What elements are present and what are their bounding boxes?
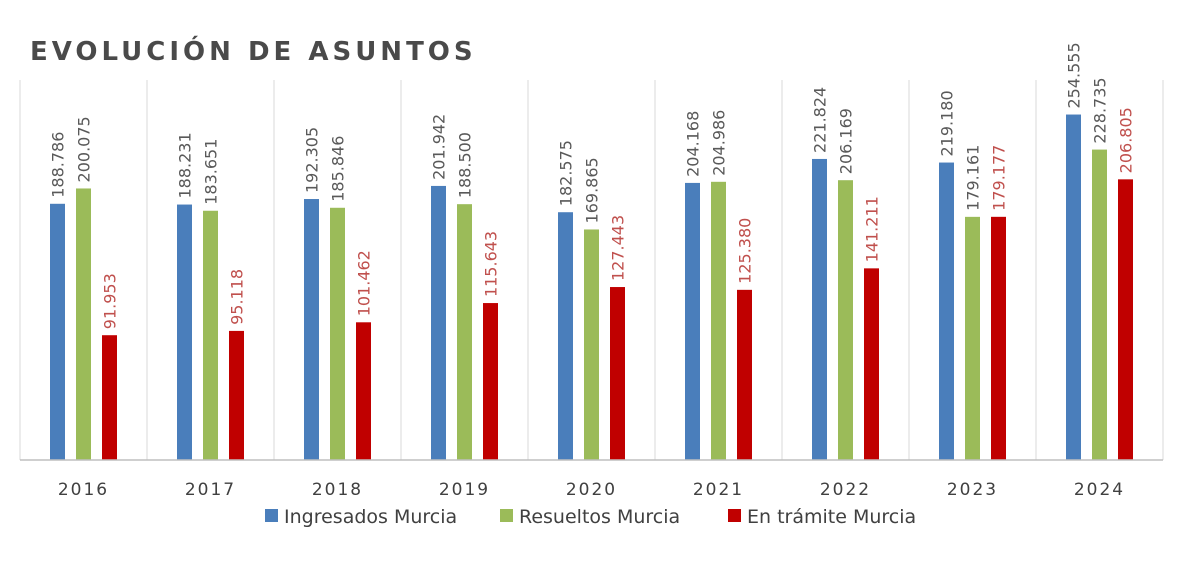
data-label: 206.805 (1117, 107, 1136, 173)
data-label: 221.824 (811, 87, 830, 153)
bar-ingresados-murcia-2024 (1066, 114, 1081, 460)
bar-ingresados-murcia-2022 (812, 158, 827, 461)
legend-swatch (728, 509, 741, 522)
legend-swatch (500, 509, 513, 522)
chart-title: EVOLUCIÓN DE ASUNTOS (30, 35, 477, 67)
data-label: 115.643 (482, 231, 501, 297)
data-label: 204.168 (684, 111, 703, 177)
data-label: 179.161 (964, 145, 983, 211)
data-label: 91.953 (101, 273, 120, 329)
bar-en-tramite-murcia-2017 (229, 330, 244, 460)
x-tick-label: 2016 (58, 480, 109, 500)
bar-ingresados-murcia-2016 (50, 203, 65, 460)
x-tick-label: 2022 (820, 480, 871, 500)
data-label: 188.786 (49, 132, 68, 198)
data-label: 169.865 (583, 157, 602, 223)
bar-en-tramite-murcia-2021 (737, 289, 752, 460)
data-label: 228.735 (1091, 77, 1110, 143)
data-label: 188.500 (456, 132, 475, 198)
data-label: 201.942 (430, 114, 449, 180)
bar-en-tramite-murcia-2018 (356, 322, 371, 460)
data-label: 254.555 (1065, 42, 1084, 108)
bar-resueltos-murcia-2021 (711, 181, 726, 460)
bar-ingresados-murcia-2021 (685, 182, 700, 460)
bar-ingresados-murcia-2019 (431, 185, 446, 460)
bar-resueltos-murcia-2023 (965, 216, 980, 460)
category-separators (19, 80, 1164, 460)
data-label: 200.075 (75, 116, 94, 182)
bar-resueltos-murcia-2017 (203, 210, 218, 460)
data-label: 125.380 (736, 218, 755, 284)
bar-en-tramite-murcia-2023 (991, 216, 1006, 460)
legend-swatch (265, 509, 278, 522)
data-labels: 188.786 200.075 91.953 188.231 183.651 95.118… (49, 42, 1136, 329)
x-tick-label: 2020 (566, 480, 617, 500)
bar-resueltos-murcia-2022 (838, 180, 853, 460)
data-label: 127.443 (609, 215, 628, 281)
x-tick-label: 2024 (1074, 480, 1125, 500)
bar-ingresados-murcia-2018 (304, 199, 319, 460)
legend-label: Resueltos Murcia (519, 506, 680, 528)
data-label: 141.211 (863, 196, 882, 262)
data-label: 95.118 (228, 269, 247, 325)
x-tick-label: 2019 (439, 480, 490, 500)
bar-en-tramite-murcia-2022 (864, 268, 879, 460)
x-tick-label: 2017 (185, 480, 236, 500)
bar-en-tramite-murcia-2024 (1118, 179, 1133, 461)
bar-en-tramite-murcia-2019 (483, 303, 498, 460)
data-label: 206.169 (837, 108, 856, 174)
bars (50, 114, 1133, 461)
data-label: 179.177 (990, 145, 1009, 211)
bar-resueltos-murcia-2018 (330, 207, 345, 460)
x-axis: 2016 2017 2018 2019 2020 2021 2022 2023 2024 (20, 459, 1163, 500)
data-label: 188.231 (176, 132, 195, 198)
legend-label: Ingresados Murcia (284, 506, 457, 528)
bar-resueltos-murcia-2020 (584, 229, 599, 460)
bar-ingresados-murcia-2020 (558, 212, 573, 460)
bar-en-tramite-murcia-2016 (102, 335, 117, 460)
legend-label: En trámite Murcia (747, 506, 916, 528)
bar-ingresados-murcia-2023 (939, 162, 954, 460)
legend: Ingresados Murcia Resueltos Murcia En trám… (265, 506, 916, 528)
data-label: 101.462 (355, 250, 374, 316)
data-label: 185.846 (329, 136, 348, 202)
bar-resueltos-murcia-2016 (76, 188, 91, 460)
bar-en-tramite-murcia-2020 (610, 287, 625, 460)
data-label: 204.986 (710, 110, 729, 176)
x-tick-label: 2021 (693, 480, 744, 500)
data-label: 192.305 (303, 127, 322, 193)
data-label: 182.575 (557, 140, 576, 206)
bar-resueltos-murcia-2019 (457, 204, 472, 460)
bar-resueltos-murcia-2024 (1092, 149, 1107, 461)
x-tick-label: 2023 (947, 480, 998, 500)
x-tick-label: 2018 (312, 480, 363, 500)
bar-ingresados-murcia-2017 (177, 204, 192, 460)
data-label: 183.651 (202, 139, 221, 205)
data-label: 219.180 (938, 90, 957, 156)
